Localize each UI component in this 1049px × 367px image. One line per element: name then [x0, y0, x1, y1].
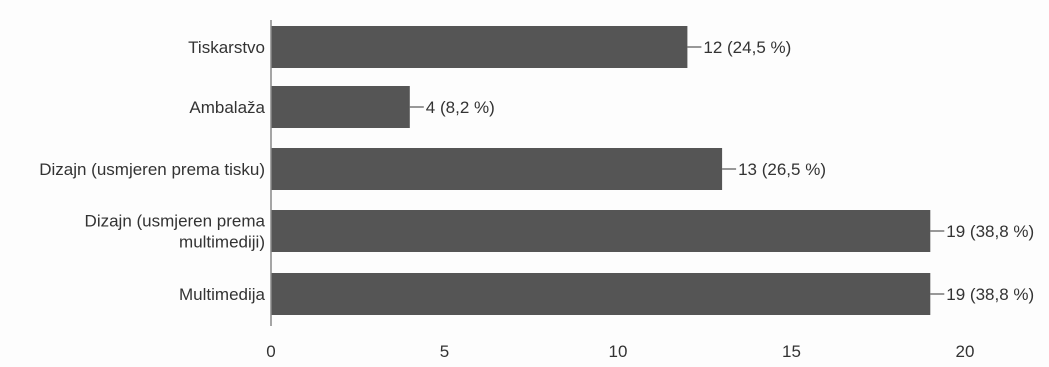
bar	[271, 26, 688, 68]
bar-value-label: 19 (38,8 %)	[946, 285, 1034, 304]
category-label: Multimedija	[179, 285, 266, 304]
bar-value-label: 19 (38,8 %)	[946, 222, 1034, 241]
labels-layer: 12 (24,5 %) Tiskarstvo 4 (8,2 %) Ambalaža 13…	[39, 38, 1034, 361]
bar	[271, 210, 931, 252]
x-tick-label: 5	[440, 342, 449, 361]
bar	[271, 148, 723, 190]
category-label: Dizajn (usmjeren prema tisku)	[39, 160, 265, 179]
bar	[271, 273, 931, 315]
category-label: Ambalaža	[189, 98, 265, 117]
category-label: Dizajn (usmjeren prema multimediji)	[85, 212, 266, 252]
category-label: Tiskarstvo	[188, 38, 265, 57]
x-tick-label: 20	[956, 342, 975, 361]
x-tick-label: 10	[609, 342, 628, 361]
x-tick-label: 0	[266, 342, 275, 361]
bar	[271, 86, 410, 128]
bar-value-label: 4 (8,2 %)	[426, 98, 495, 117]
bar-value-label: 13 (26,5 %)	[738, 160, 826, 179]
bars-layer	[271, 26, 931, 315]
bar-value-label: 12 (24,5 %)	[703, 38, 791, 57]
x-tick-label: 15	[782, 342, 801, 361]
